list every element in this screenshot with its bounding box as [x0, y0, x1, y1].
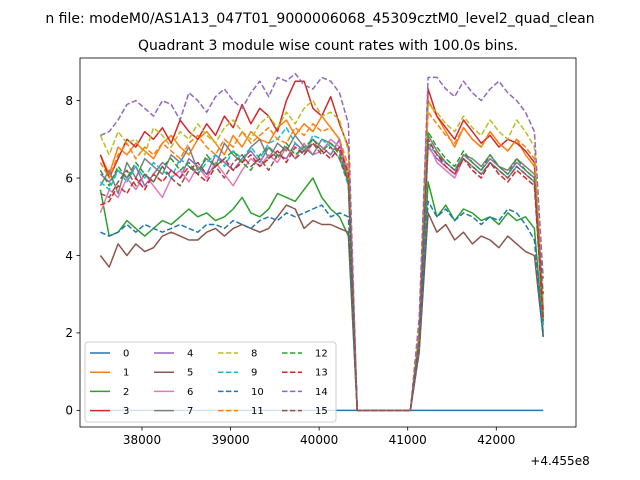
legend-label-5: 5 — [187, 368, 193, 379]
legend-label-11: 11 — [251, 406, 264, 417]
series-line-10 — [100, 200, 544, 412]
x-axis-offset-label: +4.455e8 — [530, 454, 589, 468]
series-line-14 — [100, 72, 544, 412]
y-tick-label: 6 — [65, 171, 73, 185]
legend-label-12: 12 — [315, 349, 328, 360]
series-line-15 — [100, 138, 544, 412]
legend-label-2: 2 — [123, 387, 129, 398]
series-layer — [99, 72, 544, 412]
legend-box — [84, 341, 337, 423]
chart-title: Quadrant 3 module wise count rates with … — [138, 38, 518, 54]
legend-label-8: 8 — [251, 349, 257, 360]
y-axis: 0 2 4 6 8 — [65, 94, 80, 418]
legend-label-0: 0 — [123, 349, 129, 360]
legend-label-13: 13 — [315, 368, 328, 379]
x-tick-label: 40000 — [300, 433, 338, 447]
legend-label-6: 6 — [187, 387, 193, 398]
series-line-5 — [99, 204, 544, 412]
x-axis: 38000 39000 40000 41000 42000 — [123, 427, 515, 447]
y-tick-label: 2 — [65, 326, 73, 340]
x-tick-label: 39000 — [211, 433, 249, 447]
legend-label-15: 15 — [315, 406, 328, 417]
series-line-9 — [99, 126, 544, 412]
legend-label-9: 9 — [251, 368, 257, 379]
series-line-11 — [99, 111, 544, 412]
series-line-2 — [99, 177, 544, 412]
y-tick-label: 8 — [65, 94, 73, 108]
legend-label-1: 1 — [123, 368, 129, 379]
series-line-8 — [99, 99, 544, 412]
x-tick-label: 38000 — [123, 433, 161, 447]
legend-label-10: 10 — [251, 387, 264, 398]
axes-frame — [79, 57, 577, 428]
legend-label-4: 4 — [187, 349, 193, 360]
series-line-13 — [100, 138, 544, 412]
legend-label-3: 3 — [123, 406, 129, 417]
legend-label-14: 14 — [315, 387, 328, 398]
axes-border — [79, 57, 577, 428]
x-tick-label: 41000 — [389, 433, 427, 447]
legend-label-7: 7 — [187, 406, 193, 417]
chart-suptitle: n file: modeM0/AS1A13_047T01_9000006068_… — [45, 11, 594, 27]
y-tick-label: 4 — [65, 249, 73, 263]
y-tick-label: 0 — [65, 404, 73, 418]
x-tick-label: 42000 — [477, 433, 515, 447]
